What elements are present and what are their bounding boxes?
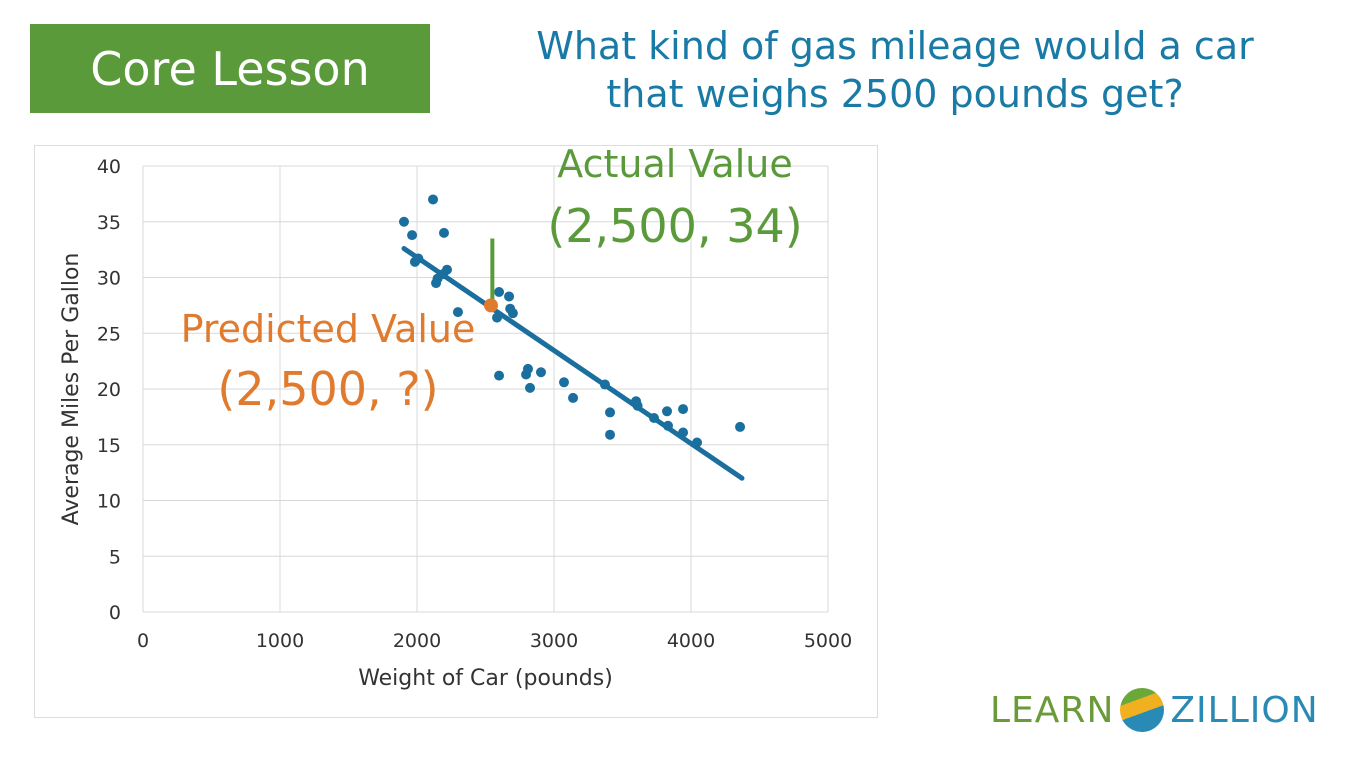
y-axis-label: Average Miles Per Gallon: [59, 253, 84, 526]
trend-line: [401, 246, 745, 481]
predicted-value-coords: (2,500, ?): [217, 362, 438, 416]
core-lesson-badge: Core Lesson: [30, 24, 430, 113]
x-tick-label: 3000: [530, 630, 578, 652]
y-tick-label: 30: [97, 268, 121, 290]
y-tick-label: 20: [97, 379, 121, 401]
data-point: [522, 363, 533, 374]
y-tick-label: 15: [97, 435, 121, 457]
y-tick-label: 0: [109, 602, 121, 624]
data-point: [605, 407, 616, 418]
data-point: [494, 286, 505, 297]
y-tick-label: 5: [109, 546, 121, 568]
question-line-1: What kind of gas mileage would a car: [536, 24, 1254, 68]
data-point: [504, 291, 515, 302]
question-text: What kind of gas mileage would a car tha…: [480, 22, 1310, 118]
x-tick-label: 1000: [256, 630, 304, 652]
y-tick-label: 40: [97, 156, 121, 178]
x-tick-label: 5000: [804, 630, 852, 652]
x-axis-label: Weight of Car (pounds): [358, 666, 613, 691]
data-point: [428, 194, 439, 205]
data-point: [605, 429, 616, 440]
data-point: [559, 377, 570, 388]
actual-value-label: Actual Value: [557, 142, 792, 186]
predicted-value-label: Predicted Value: [181, 307, 476, 351]
data-point: [452, 307, 463, 318]
predicted-point: [483, 298, 498, 313]
logo-right-text: ZILLION: [1170, 689, 1319, 731]
data-point: [507, 308, 518, 319]
x-tick-label: 2000: [393, 630, 441, 652]
data-point: [678, 404, 689, 415]
question-line-2: that weighs 2500 pounds get?: [606, 72, 1184, 116]
data-point: [407, 230, 418, 241]
data-point: [535, 367, 546, 378]
data-point: [398, 216, 409, 227]
data-point: [438, 227, 449, 238]
data-point: [735, 421, 746, 432]
x-tick-label: 0: [137, 630, 149, 652]
learnzillion-logo: LEARN ZILLION: [990, 688, 1319, 732]
actual-value-coords: (2,500, 34): [547, 199, 802, 253]
data-point: [494, 370, 505, 381]
y-tick-label: 25: [97, 323, 121, 345]
logo-mark-icon: [1120, 688, 1165, 732]
x-tick-label: 4000: [667, 630, 715, 652]
data-point: [525, 382, 536, 393]
data-point: [568, 392, 579, 403]
logo-left-text: LEARN: [990, 689, 1115, 731]
data-point: [432, 273, 443, 284]
y-tick-label: 35: [97, 212, 121, 234]
y-tick-label: 10: [97, 491, 121, 513]
data-point: [662, 406, 673, 417]
chart-frame: [34, 145, 878, 718]
